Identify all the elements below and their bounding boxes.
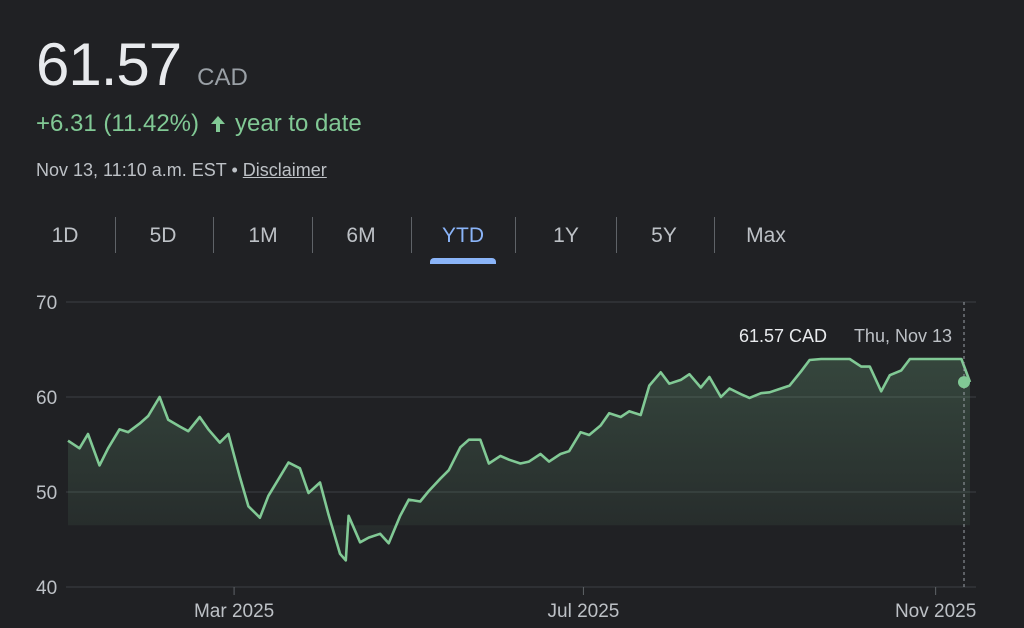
- tab-divider: [515, 217, 516, 253]
- tab-divider: [115, 217, 116, 253]
- tab-ytd[interactable]: YTD: [430, 214, 496, 264]
- tab-max[interactable]: Max: [746, 224, 786, 247]
- change-amount: +6.31 (11.42%): [36, 110, 199, 137]
- x-tick-label: Jul 2025: [548, 601, 620, 622]
- y-tick-label: 70: [36, 293, 57, 314]
- tooltip-value: 61.57 CAD: [739, 326, 827, 346]
- price-line: [67, 357, 972, 562]
- y-tick-label: 50: [36, 483, 57, 504]
- tab-5y[interactable]: 5Y: [651, 224, 677, 247]
- tab-divider: [616, 217, 617, 253]
- tab-divider: [714, 217, 715, 253]
- tab-divider: [411, 217, 412, 253]
- y-tick-label: 40: [36, 578, 57, 599]
- x-tick-label: Mar 2025: [194, 601, 274, 622]
- price-change: +6.31 (11.42%) year to date: [36, 110, 362, 138]
- y-axis: 40 50 60 70: [36, 293, 57, 599]
- change-period: year to date: [235, 110, 362, 137]
- current-point-marker: [958, 376, 970, 389]
- tab-1m[interactable]: 1M: [248, 224, 278, 247]
- y-tick-label: 60: [36, 388, 57, 409]
- range-tabs: 1D 5D 1M 6M YTD 1Y 5Y Max: [0, 214, 830, 264]
- quote-header: 61.57 CAD: [36, 30, 248, 99]
- tab-1d[interactable]: 1D: [51, 224, 79, 247]
- price-area: [68, 359, 970, 561]
- price-currency: CAD: [197, 64, 248, 91]
- quote-timestamp: Nov 13, 11:10 a.m. EST: [36, 160, 227, 180]
- meta-separator: •: [231, 160, 238, 180]
- tooltip-date: Thu, Nov 13: [854, 326, 952, 346]
- price-chart[interactable]: 40 50 60 70 Mar 2025 Jul 2025 Nov 2025 61.57 …: [0, 280, 1024, 628]
- disclaimer-link[interactable]: Disclaimer: [242, 160, 327, 180]
- tab-6m[interactable]: 6M: [346, 224, 376, 247]
- tab-1y[interactable]: 1Y: [553, 224, 579, 247]
- arrow-up-icon: [207, 113, 229, 135]
- x-axis: Mar 2025 Jul 2025 Nov 2025: [194, 587, 976, 622]
- tab-5d[interactable]: 5D: [149, 224, 177, 247]
- x-tick-label: Nov 2025: [895, 601, 976, 622]
- quote-meta: Nov 13, 11:10 a.m. EST • Disclaimer: [36, 160, 327, 181]
- tab-divider: [312, 217, 313, 253]
- current-price: 61.57: [36, 31, 182, 98]
- tab-divider: [213, 217, 214, 253]
